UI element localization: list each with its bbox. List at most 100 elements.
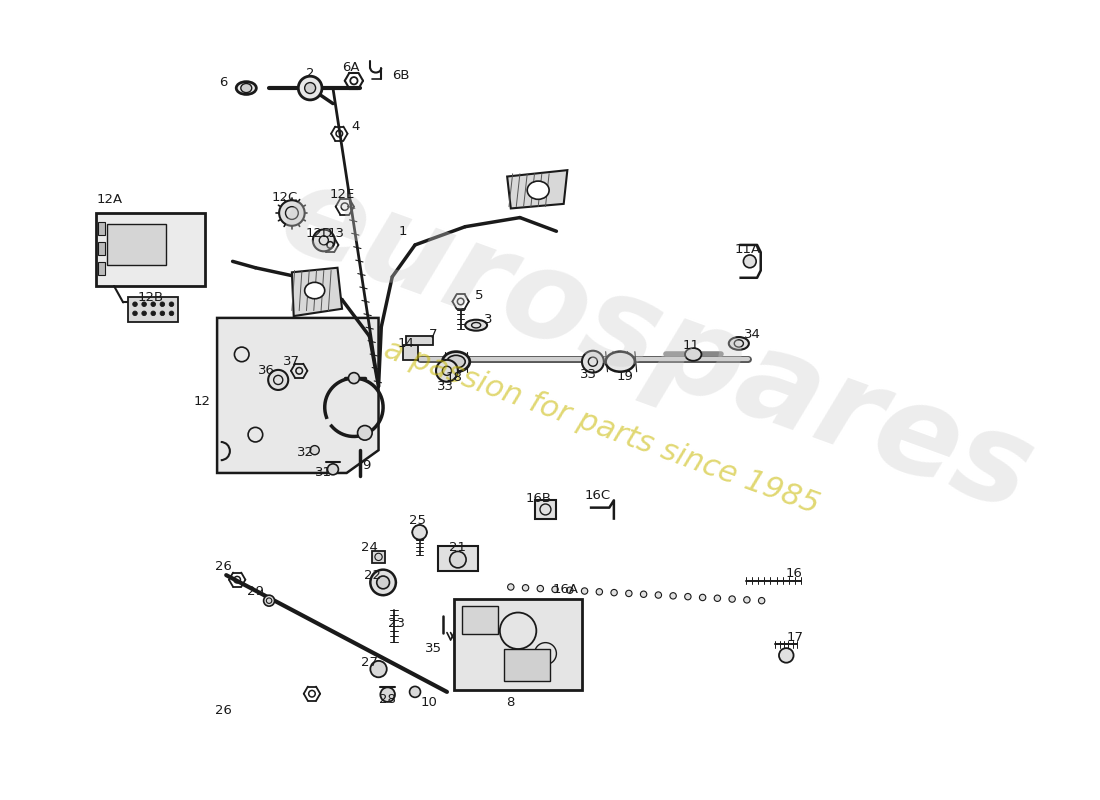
Ellipse shape	[685, 348, 702, 361]
Circle shape	[700, 594, 706, 601]
Text: 2: 2	[306, 67, 315, 80]
Circle shape	[376, 576, 389, 589]
Circle shape	[133, 302, 138, 306]
Ellipse shape	[447, 355, 465, 368]
Text: 36: 36	[257, 364, 275, 378]
Circle shape	[656, 592, 661, 598]
Circle shape	[305, 82, 316, 94]
Bar	[535, 500, 557, 518]
Text: 29: 29	[248, 585, 264, 598]
Text: 25: 25	[409, 514, 427, 527]
Text: 24: 24	[361, 542, 378, 554]
Circle shape	[264, 595, 275, 606]
Circle shape	[151, 302, 155, 306]
Bar	[372, 550, 385, 563]
Circle shape	[507, 584, 514, 590]
Text: 12: 12	[194, 395, 211, 408]
Text: 4: 4	[352, 120, 360, 133]
Text: 33: 33	[580, 368, 597, 381]
Text: 21: 21	[450, 542, 466, 554]
Circle shape	[169, 311, 174, 316]
Text: 16B: 16B	[525, 492, 551, 505]
Text: 34: 34	[744, 328, 761, 341]
Text: 12D: 12D	[306, 227, 333, 241]
Circle shape	[779, 648, 793, 662]
Text: 6B: 6B	[393, 69, 410, 82]
Bar	[98, 262, 104, 275]
Text: 26: 26	[214, 704, 232, 717]
Circle shape	[349, 373, 360, 383]
Bar	[454, 599, 582, 690]
Text: a passion for parts since 1985: a passion for parts since 1985	[381, 335, 824, 520]
Circle shape	[582, 350, 604, 373]
Circle shape	[409, 686, 420, 698]
Circle shape	[142, 302, 146, 306]
Text: 32: 32	[297, 446, 315, 459]
Bar	[128, 297, 178, 322]
Ellipse shape	[527, 181, 549, 199]
Text: 9: 9	[363, 459, 371, 472]
Bar	[462, 606, 498, 634]
Circle shape	[566, 587, 573, 594]
Text: 8: 8	[507, 696, 515, 710]
Circle shape	[268, 370, 288, 390]
Text: 3: 3	[484, 314, 492, 326]
Text: 7: 7	[429, 328, 438, 341]
Text: 16A: 16A	[552, 583, 579, 596]
Circle shape	[133, 311, 138, 316]
Circle shape	[151, 311, 155, 316]
Text: 31: 31	[316, 466, 332, 479]
Ellipse shape	[305, 282, 324, 298]
Text: 28: 28	[379, 693, 396, 706]
Circle shape	[450, 551, 466, 568]
Circle shape	[670, 593, 676, 599]
Circle shape	[312, 230, 334, 251]
Bar	[107, 224, 166, 265]
Circle shape	[744, 255, 756, 268]
Text: 19: 19	[616, 370, 634, 382]
Text: 10: 10	[420, 696, 437, 710]
Circle shape	[744, 597, 750, 603]
Text: 35: 35	[425, 642, 442, 654]
Text: 12A: 12A	[97, 193, 122, 206]
Bar	[404, 346, 418, 360]
Circle shape	[169, 302, 174, 306]
Circle shape	[537, 586, 543, 592]
Text: 11: 11	[683, 338, 700, 352]
Ellipse shape	[465, 320, 487, 330]
Circle shape	[412, 525, 427, 539]
Bar	[505, 649, 550, 681]
Text: eurospares: eurospares	[265, 154, 1048, 538]
Text: 6A: 6A	[342, 62, 360, 74]
Circle shape	[161, 302, 165, 306]
Circle shape	[582, 588, 587, 594]
Text: 14: 14	[397, 337, 415, 350]
Text: 12E: 12E	[329, 188, 354, 202]
Text: 22: 22	[364, 569, 381, 582]
Ellipse shape	[442, 352, 470, 372]
Circle shape	[729, 596, 735, 602]
Polygon shape	[507, 170, 568, 209]
Text: 16: 16	[785, 567, 802, 580]
Text: 12B: 12B	[138, 291, 164, 304]
Circle shape	[714, 595, 720, 602]
Text: 26: 26	[214, 559, 232, 573]
Circle shape	[759, 598, 764, 604]
Bar	[406, 336, 433, 346]
Ellipse shape	[241, 83, 252, 93]
Text: 37: 37	[284, 355, 300, 368]
Text: 33: 33	[437, 380, 453, 393]
Text: 18: 18	[446, 370, 463, 384]
Text: 12C: 12C	[272, 191, 298, 204]
Text: 1: 1	[399, 225, 407, 238]
Circle shape	[279, 200, 305, 226]
Bar	[438, 546, 478, 571]
Text: 13: 13	[327, 227, 344, 241]
Text: 23: 23	[388, 617, 405, 630]
Circle shape	[436, 360, 458, 382]
Circle shape	[596, 589, 603, 595]
Circle shape	[552, 586, 559, 593]
Bar	[98, 222, 104, 235]
Text: 16C: 16C	[584, 490, 610, 502]
Circle shape	[522, 585, 529, 591]
